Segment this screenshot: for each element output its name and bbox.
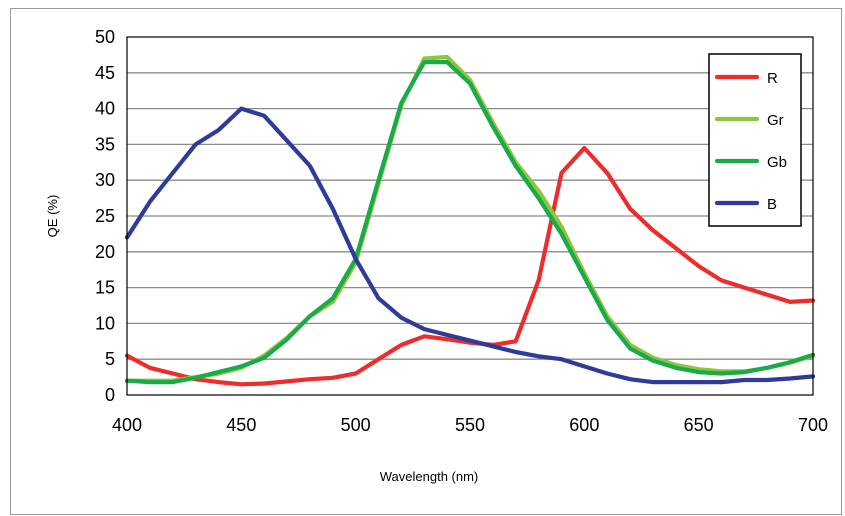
y-tick-label: 5 xyxy=(105,349,115,369)
x-tick-label: 700 xyxy=(798,415,828,435)
y-tick-label: 0 xyxy=(105,385,115,405)
y-tick-label: 40 xyxy=(95,99,115,119)
legend-box xyxy=(708,53,802,227)
legend-label-gr: Gr xyxy=(767,112,784,129)
chart-frame: 0 5 10 15 20 25 30 35 40 45 50 400 450 500 550 600 650 7… xyxy=(10,8,842,515)
y-tick-labels: 0 5 10 15 20 25 30 35 40 45 50 xyxy=(95,27,115,405)
x-tick-label: 400 xyxy=(112,415,142,435)
plot-area-border xyxy=(126,36,814,396)
x-tick-label: 600 xyxy=(569,415,599,435)
y-axis-title: QE (%) xyxy=(45,195,60,238)
series-line-b xyxy=(124,106,816,385)
legend-label-gb: Gb xyxy=(767,154,787,171)
y-tick-label: 35 xyxy=(95,134,115,154)
x-tick-label: 550 xyxy=(455,415,485,435)
legend-label-r: R xyxy=(767,70,778,87)
x-tick-label: 500 xyxy=(341,415,371,435)
y-tick-label: 10 xyxy=(95,313,115,333)
series-line-gb xyxy=(124,59,816,385)
y-tick-label: 20 xyxy=(95,242,115,262)
x-axis-title: Wavelength (nm) xyxy=(380,469,479,484)
x-tick-label: 650 xyxy=(684,415,714,435)
x-tick-labels: 400 450 500 550 600 650 700 xyxy=(112,415,828,435)
qe-chart: 0 5 10 15 20 25 30 35 40 45 50 400 450 500 550 600 650 7… xyxy=(45,27,828,484)
x-tick-label: 450 xyxy=(226,415,256,435)
y-tick-label: 15 xyxy=(95,278,115,298)
series-lines xyxy=(124,54,816,387)
legend: R Gr Gb B xyxy=(708,53,802,227)
y-tick-label: 30 xyxy=(95,170,115,190)
legend-label-b: B xyxy=(767,196,777,213)
y-tick-label: 25 xyxy=(95,206,115,226)
y-tick-label: 45 xyxy=(95,63,115,83)
y-tick-label: 50 xyxy=(95,27,115,47)
